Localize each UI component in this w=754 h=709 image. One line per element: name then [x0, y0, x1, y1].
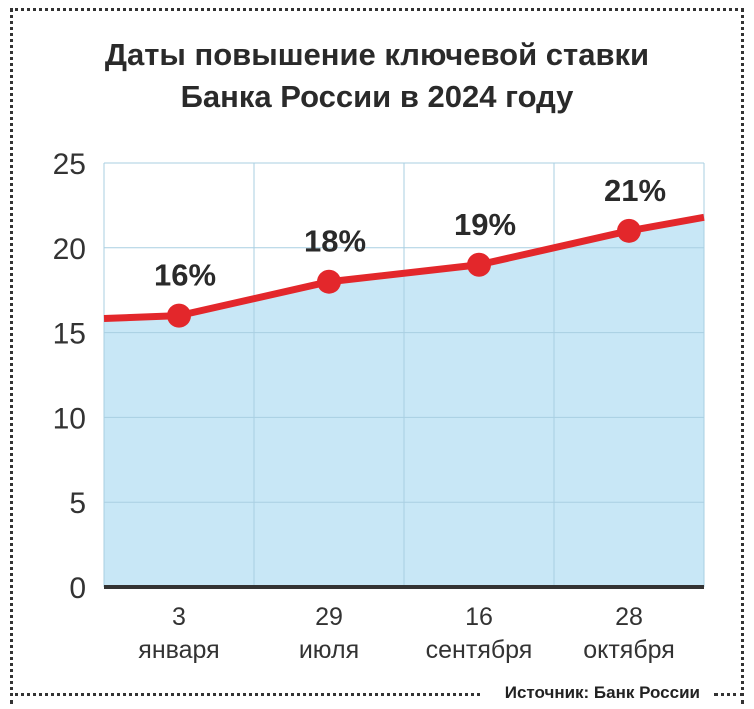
- y-tick-label: 10: [53, 402, 86, 435]
- dotted-frame: [10, 8, 744, 704]
- x-tick-label-day: 28: [615, 603, 643, 631]
- chart-title-line2: Банка России в 2024 году: [180, 79, 574, 114]
- x-tick-label-day: 29: [315, 603, 343, 631]
- x-tick-label-month: сентября: [426, 636, 533, 664]
- data-point: [167, 303, 191, 328]
- data-point: [467, 252, 491, 277]
- x-tick-label-day: 16: [465, 603, 493, 631]
- series-line: [103, 213, 705, 323]
- data-label: 19%: [454, 207, 516, 242]
- y-tick-label: 20: [53, 233, 86, 266]
- data-label: 18%: [304, 224, 366, 259]
- x-tick-label-day: 3: [172, 603, 186, 631]
- x-tick-label-month: января: [138, 636, 219, 664]
- y-tick-label: 5: [69, 487, 86, 520]
- source-note: Источник: Банк России: [500, 683, 704, 703]
- bottom-dotted-border: [10, 693, 480, 696]
- data-point: [317, 269, 341, 294]
- data-point: [617, 218, 641, 243]
- x-tick-label-month: июля: [299, 636, 359, 664]
- y-tick-label: 0: [69, 572, 86, 605]
- x-tick-label-month: октября: [583, 636, 675, 664]
- chart-title-line1: Даты повышение ключевой ставки: [104, 37, 650, 72]
- data-label: 21%: [604, 173, 666, 208]
- y-tick-label: 15: [53, 318, 86, 351]
- bottom-dotted-border-right: [714, 693, 744, 696]
- y-tick-label: 25: [53, 148, 86, 181]
- chart-title: Даты повышение ключевой ставки Банка Рос…: [0, 34, 754, 118]
- data-label: 16%: [154, 258, 216, 293]
